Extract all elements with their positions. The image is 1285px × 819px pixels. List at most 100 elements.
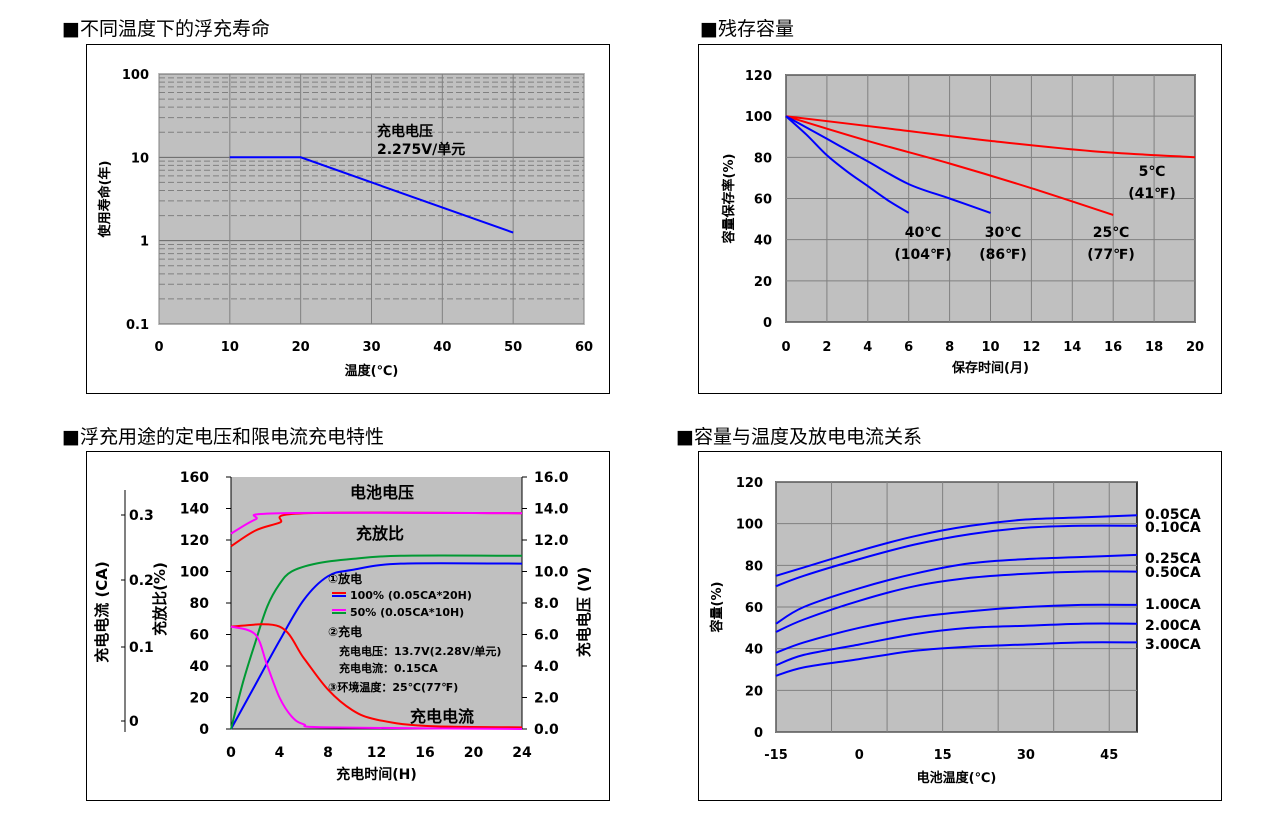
y-tick-label: 40 xyxy=(754,234,772,249)
x-axis-label: 电池温度(℃) xyxy=(917,770,997,786)
x-tick-label: 18 xyxy=(1145,340,1163,355)
charge-characteristics-heading: ■浮充用途的定电压和限电流充电特性 xyxy=(62,426,384,448)
x-axis-label: 温度(℃) xyxy=(345,363,399,379)
series-label: (104℉) xyxy=(894,247,951,263)
capacity-curve xyxy=(775,514,1138,577)
y-tick-label: 10 xyxy=(131,151,149,166)
float-life-panel: 0.1 1 10 100 0 10 20 30 40 50 60 充电电压 2.275V/单元 温度(℃)… xyxy=(86,44,610,394)
capacity-curve xyxy=(775,524,1138,588)
y-axis-label: 使用寿命(年) xyxy=(97,161,113,239)
x-tick-label: 40 xyxy=(433,340,451,355)
y2-tick-label: 16.0 xyxy=(534,470,569,486)
legend-discharge: ①放电 xyxy=(328,571,362,586)
ratio-axis-label: 充放比(%) xyxy=(151,562,169,636)
current-tick-label: 0.2 xyxy=(129,573,154,589)
ratio-label: 充放比 xyxy=(356,524,404,543)
y2-tick-label: 12.0 xyxy=(534,533,569,549)
x-tick-label: -15 xyxy=(764,748,788,763)
y-tick-label: 40 xyxy=(745,643,763,658)
residual-capacity-panel: 0 20 40 60 80 100 120 0 2 4 6 8 10 12 14 16 18 20 5℃ (41℉) 2… xyxy=(698,44,1222,394)
capacity-curve xyxy=(775,622,1138,667)
x-tick-label: 12 xyxy=(367,745,386,761)
series-label: 25℃ xyxy=(1093,225,1129,241)
life-line xyxy=(229,156,514,234)
series-label: 0.05CA xyxy=(1145,507,1201,523)
annotation-label: 2.275V/单元 xyxy=(377,141,465,158)
ratio-50-line xyxy=(230,554,523,730)
y-tick-label: 100 xyxy=(736,518,763,533)
y-tick-label: 20 xyxy=(745,684,763,699)
capacity-curve xyxy=(775,553,1138,625)
current-tick-label: 0.3 xyxy=(129,508,154,524)
series-label: 2.00CA xyxy=(1145,618,1201,634)
x-tick-label: 16 xyxy=(415,745,434,761)
x-tick-label: 10 xyxy=(221,340,239,355)
y-axis-label: 容量保存率(%) xyxy=(721,154,737,245)
y-tick-label: 0 xyxy=(199,722,209,738)
current-label: 充电电流 xyxy=(410,707,474,726)
y-tick-label: 140 xyxy=(180,502,209,518)
y-axis-label: 容量(%) xyxy=(709,582,725,634)
voltage-label: 电池电压 xyxy=(350,483,414,502)
y-tick-label: 100 xyxy=(745,110,772,125)
voltage-50-line xyxy=(230,511,523,535)
y2-tick-label: 10.0 xyxy=(534,565,569,581)
y2-tick-label: 14.0 xyxy=(534,502,569,518)
x-tick-label: 15 xyxy=(934,748,952,763)
y-tick-label: 80 xyxy=(754,151,772,166)
y2-tick-label: 0.0 xyxy=(534,722,559,738)
annotation-label: 充电电压 xyxy=(377,123,433,140)
x-tick-label: 0 xyxy=(855,748,864,763)
x-axis-label: 保存时间(月) xyxy=(951,360,1029,376)
y-tick-label: 0 xyxy=(754,726,763,741)
x-tick-label: 8 xyxy=(945,340,954,355)
y-tick-label: 60 xyxy=(754,193,772,208)
x-tick-label: 30 xyxy=(362,340,380,355)
y-tick-label: 0.1 xyxy=(126,318,149,333)
x-tick-label: 4 xyxy=(275,745,285,761)
x-tick-label: 60 xyxy=(575,340,593,355)
float-life-heading: ■不同温度下的浮充寿命 xyxy=(62,18,270,40)
y2-tick-label: 2.0 xyxy=(534,691,559,707)
series-label: 1.00CA xyxy=(1145,597,1201,613)
y2-tick-label: 8.0 xyxy=(534,596,559,612)
current-tick-label: 0 xyxy=(129,714,139,730)
capacity-line xyxy=(785,115,1196,159)
x-tick-label: 8 xyxy=(323,745,333,761)
x-tick-label: 14 xyxy=(1063,340,1081,355)
ratio-100-line xyxy=(230,562,523,730)
legend-d50: 50% (0.05CA*10H) xyxy=(350,606,464,619)
series-label: 0.25CA xyxy=(1145,551,1201,567)
y-tick-label: 80 xyxy=(190,596,210,612)
capacity-line xyxy=(785,115,1114,216)
x-tick-label: 12 xyxy=(1022,340,1040,355)
series-label: (86℉) xyxy=(979,247,1027,263)
series-label: 0.10CA xyxy=(1145,520,1201,536)
x-tick-label: 0 xyxy=(781,340,790,355)
legend-d100: 100% (0.05CA*20H) xyxy=(350,589,472,602)
legend-temp: ③环境温度：25℃(77℉) xyxy=(328,680,458,694)
legend-charge: ②充电 xyxy=(328,624,362,639)
series-label: (41℉) xyxy=(1128,186,1176,202)
y-tick-label: 20 xyxy=(190,691,210,707)
y-tick-label: 120 xyxy=(745,69,772,84)
x-tick-label: 50 xyxy=(504,340,522,355)
capacity-curve xyxy=(775,603,1138,654)
series-label: 5℃ xyxy=(1139,164,1166,180)
x-tick-label: 45 xyxy=(1100,748,1118,763)
capacity-line xyxy=(785,115,910,214)
current-tick-label: 0.1 xyxy=(129,640,154,656)
residual-capacity-heading: ■残存容量 xyxy=(700,18,794,40)
y-tick-label: 20 xyxy=(754,275,772,290)
y2-tick-label: 4.0 xyxy=(534,659,559,675)
x-tick-label: 0 xyxy=(226,745,236,761)
x-tick-label: 16 xyxy=(1104,340,1122,355)
y-tick-label: 120 xyxy=(736,476,763,491)
y-tick-label: 100 xyxy=(122,68,149,83)
y2-tick-label: 6.0 xyxy=(534,628,559,644)
capacity-temperature-panel: 0 20 40 60 80 100 120 -15 0 15 30 45 0.05CA 0.10CA 0.2… xyxy=(698,451,1222,801)
legend-cc: 充电电流：0.15CA xyxy=(339,661,438,675)
y-tick-label: 1 xyxy=(140,235,149,250)
series-label: (77℉) xyxy=(1087,247,1135,263)
